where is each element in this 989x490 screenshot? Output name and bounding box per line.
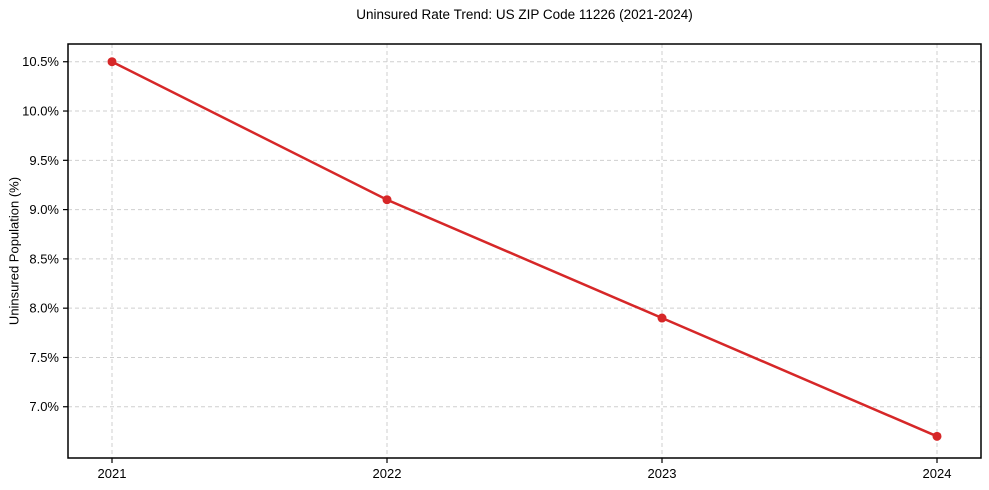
data-point [107, 57, 117, 67]
y-tick-label: 10.0% [22, 104, 59, 119]
y-tick-label: 9.5% [29, 153, 59, 168]
data-point [382, 195, 392, 205]
x-tick-label: 2024 [923, 466, 952, 481]
x-tick-label: 2023 [648, 466, 677, 481]
y-tick-label: 7.0% [29, 399, 59, 414]
x-tick-label: 2022 [373, 466, 402, 481]
y-tick-label: 8.5% [29, 251, 59, 266]
y-tick-label: 8.0% [29, 301, 59, 316]
data-point [932, 431, 942, 441]
chart-title: Uninsured Rate Trend: US ZIP Code 11226 … [356, 7, 693, 22]
x-tick-label: 2021 [98, 466, 127, 481]
plot-border [67, 43, 982, 459]
y-tick-label: 9.0% [29, 202, 59, 217]
y-tick-label: 7.5% [29, 350, 59, 365]
trend-line [110, 60, 939, 438]
data-point [657, 313, 667, 323]
y-tick-label: 10.5% [22, 54, 59, 69]
